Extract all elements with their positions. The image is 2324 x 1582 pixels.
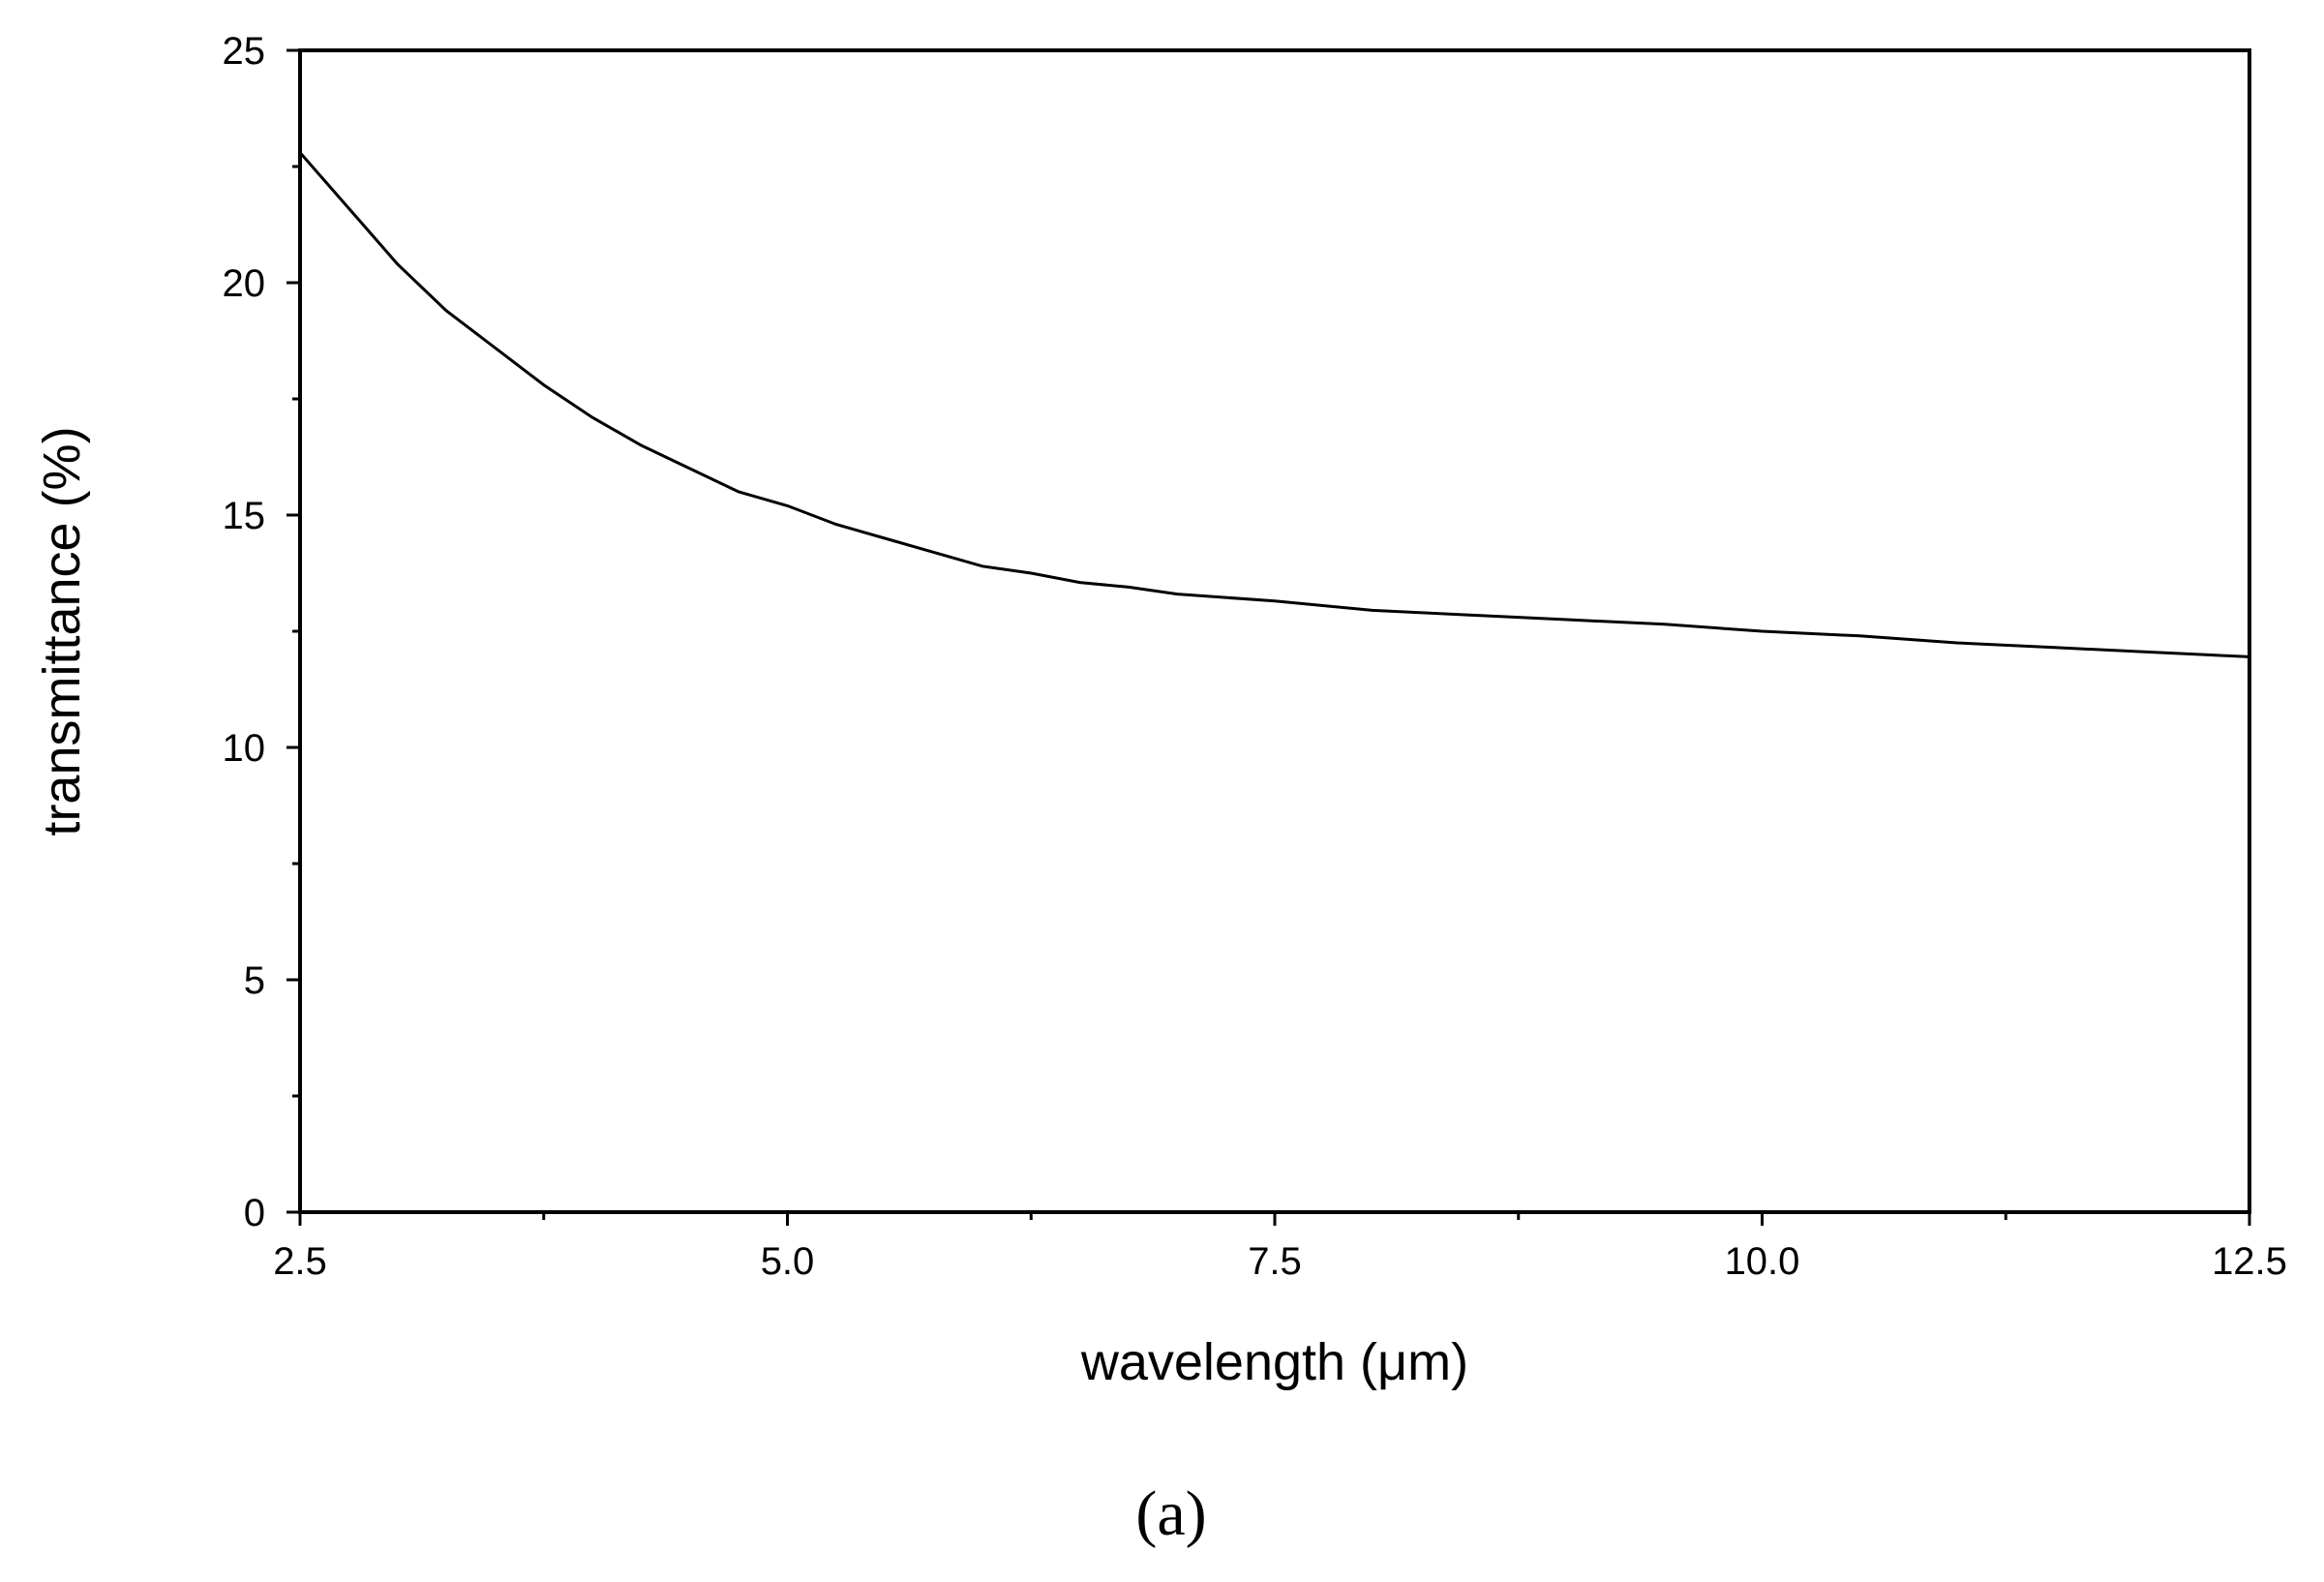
x-tick-label: 2.5 [273, 1240, 327, 1283]
y-axis-label: transmittance (%) [33, 426, 91, 836]
y-tick-label: 5 [244, 959, 265, 1002]
x-tick-label: 7.5 [1248, 1240, 1302, 1283]
y-tick-label: 25 [223, 30, 266, 73]
panel-label: (a) [1135, 1478, 1206, 1549]
plot-frame [298, 48, 2251, 1214]
x-tick-label: 10.0 [1725, 1240, 1800, 1283]
transmittance-line [298, 151, 2250, 658]
x-tick-label: 12.5 [2212, 1240, 2287, 1283]
x-axis-ticks: 2.5 5.0 7.5 10.0 12.5 [273, 1212, 2287, 1283]
y-tick-label: 15 [223, 495, 266, 537]
x-axis-label: wavelength (μm) [1080, 1333, 1468, 1391]
x-tick-label: 5.0 [761, 1240, 815, 1283]
y-tick-label: 20 [223, 262, 266, 305]
y-axis-ticks: 0 5 10 15 20 25 [223, 30, 300, 1234]
y-tick-label: 0 [244, 1192, 265, 1234]
y-tick-label: 10 [223, 727, 266, 770]
